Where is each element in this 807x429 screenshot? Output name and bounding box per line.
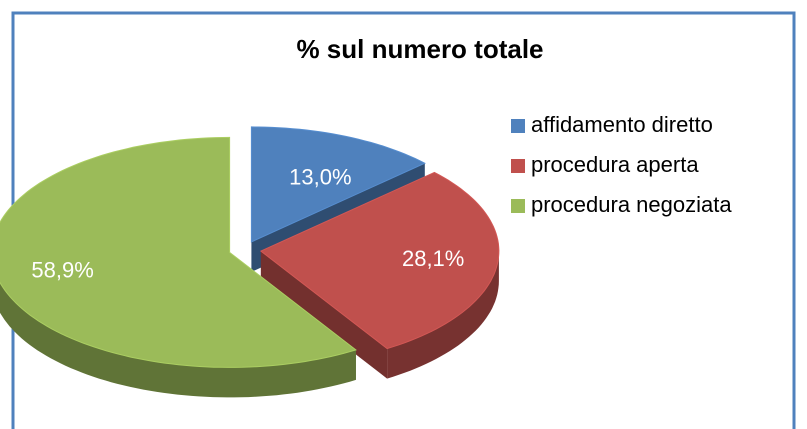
data-label: 28,1% [402, 246, 464, 271]
legend-swatch [511, 119, 525, 133]
slice-side [0, 282, 356, 398]
slice-wall [260, 251, 388, 379]
legend-label: procedura negoziata [531, 192, 732, 217]
data-label: 58,9% [31, 257, 93, 282]
slice [250, 126, 426, 243]
data-label: 13,0% [289, 164, 351, 189]
legend: affidamento diretto procedura aperta proce… [511, 112, 732, 217]
pie: 13,0% 28,1% 58,9% [0, 126, 500, 398]
slice [0, 136, 357, 368]
legend-swatch [511, 199, 525, 213]
legend-swatch [511, 159, 525, 173]
slice-side [387, 251, 499, 379]
slice [259, 171, 500, 350]
chart-title: % sul numero totale [296, 34, 543, 64]
legend-label: procedura aperta [531, 152, 699, 177]
legend-label: affidamento diretto [531, 112, 713, 137]
